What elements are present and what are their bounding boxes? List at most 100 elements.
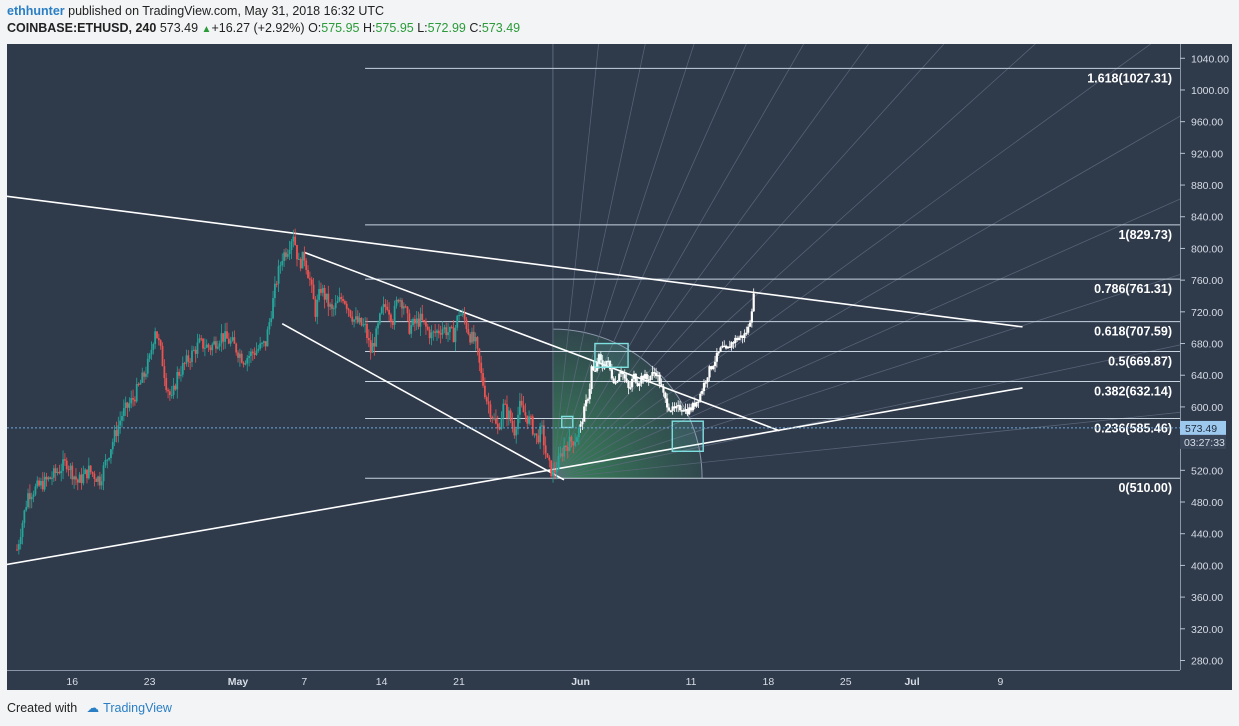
candle-body (530, 416, 532, 418)
high-label: H: (362, 21, 376, 35)
candle-body (408, 313, 411, 334)
candle-body (314, 299, 317, 317)
gann-fan-ray (552, 274, 1180, 479)
y-tick-label: 280.00 (1191, 655, 1223, 667)
candle-body (211, 344, 214, 351)
candle-body (489, 404, 492, 417)
candle-body (511, 420, 514, 427)
candle-body (485, 397, 488, 402)
candle-body (369, 340, 372, 353)
candle-body (373, 343, 376, 347)
candle-body (283, 252, 285, 261)
candle-body (367, 337, 370, 341)
candle-body (264, 341, 267, 347)
candle-body (436, 330, 438, 333)
projection-body (642, 375, 645, 379)
price-change: +16.27 (+2.92%) (211, 21, 305, 35)
candle-body (471, 331, 473, 343)
candle-body (334, 302, 337, 309)
author-link[interactable]: ethhunter (7, 4, 65, 18)
candle-body (111, 442, 114, 450)
candle-body (124, 402, 127, 409)
tradingview-link[interactable]: TradingView (103, 701, 172, 715)
candle-body (43, 476, 46, 490)
candle-body (509, 410, 512, 421)
time-axis-svg[interactable]: 16 23 May 7 14 21 Jun 11 18 25 Jul 9 (7, 670, 1232, 690)
y-tick-label: 840.00 (1191, 212, 1223, 224)
candle-body (161, 345, 164, 367)
projection-body (677, 404, 680, 407)
chart-pane[interactable]: 1.618(1027.31) 1(829.73) 0.786(761.31) 0.61… (7, 44, 1180, 670)
candle-body (122, 408, 125, 417)
candle-body (321, 287, 324, 293)
time-axis[interactable]: 16 23 May 7 14 21 Jun 11 18 25 Jul 9 (7, 670, 1232, 690)
candle-body (576, 437, 578, 443)
y-tick-label: 920.00 (1191, 148, 1223, 160)
projection-body (684, 409, 687, 412)
projection-body (699, 393, 702, 402)
candle-body (375, 328, 378, 347)
candle-body (312, 284, 315, 300)
candle-body (86, 469, 88, 479)
candle-body (299, 258, 302, 269)
price-axis-svg[interactable]: 1040.00 1000.00 960.00 920.00 880.00 840.00 80… (1180, 44, 1232, 670)
candle-body (310, 279, 313, 285)
candle-body (145, 373, 147, 377)
countdown-tag (1180, 434, 1226, 449)
price-axis[interactable]: 1040.00 1000.00 960.00 920.00 880.00 840.00 80… (1180, 44, 1232, 670)
candle-body (41, 480, 44, 490)
candle-body (331, 304, 333, 309)
candle-body (45, 476, 48, 480)
gann-fan-ray (552, 44, 599, 479)
projection-body (732, 342, 735, 344)
candle-body (71, 465, 74, 480)
projection-body (745, 332, 748, 335)
projection-body (739, 335, 742, 338)
chart-plot[interactable]: 1.618(1027.31) 1(829.73) 0.786(761.31) 0.61… (7, 44, 1180, 670)
candle-body (343, 301, 346, 304)
candle-body (458, 314, 460, 316)
candle-body (238, 353, 241, 358)
projection-body (612, 378, 615, 384)
candle-body (353, 319, 355, 322)
projection-body (640, 375, 643, 384)
projection-body (599, 354, 602, 361)
projection-body (605, 360, 608, 367)
close-label: C: (469, 21, 482, 35)
candle-body (202, 338, 204, 349)
projection-body (610, 369, 613, 379)
candle-body (218, 343, 221, 347)
candle-body (117, 425, 120, 437)
candle-body (550, 460, 553, 477)
candle-body (262, 341, 265, 343)
candle-body (301, 251, 304, 269)
candle-body (358, 317, 361, 323)
projection-body (618, 373, 621, 381)
candle-body (288, 250, 291, 255)
candle-body (128, 403, 131, 408)
candle-body (531, 416, 534, 435)
candle-body (113, 430, 116, 443)
candle-body (318, 289, 320, 300)
candle-body (461, 313, 464, 315)
candle-body (413, 318, 416, 324)
projection-body (649, 375, 652, 380)
projection-body (590, 366, 593, 389)
candle-body (426, 326, 429, 330)
candle-body (156, 331, 158, 339)
gann-fan-ray (552, 198, 1180, 479)
tradingview-logo-icon[interactable]: ☁ (86, 701, 100, 715)
candle-body (108, 457, 111, 460)
candle-body (474, 337, 477, 342)
projection-body (688, 407, 691, 415)
candle-body (568, 436, 571, 451)
projection-body (597, 354, 601, 363)
candle-body (493, 418, 495, 420)
candle-body (329, 304, 332, 307)
candle-body (176, 371, 179, 390)
x-tick-label: 25 (840, 676, 852, 688)
candle-body (297, 258, 300, 260)
projection-body (697, 401, 700, 403)
candle-body (541, 425, 543, 427)
candle-body (456, 315, 459, 328)
